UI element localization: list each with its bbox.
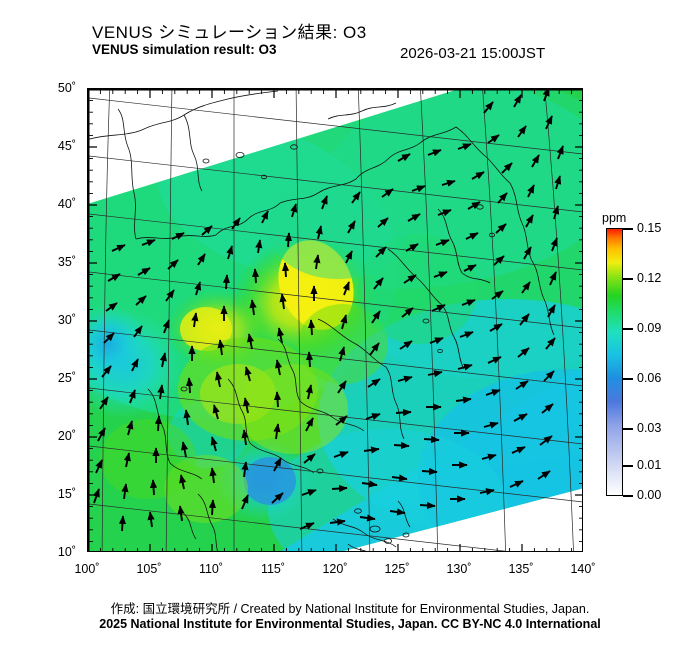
credit-line: 作成: 国立環境研究所 / Created by National Instit… <box>110 602 590 616</box>
map-plot-area[interactable] <box>87 88 583 552</box>
colorbar-label-0.03: 0.03 <box>637 421 662 435</box>
y-tick-20: 20˚ <box>57 429 76 443</box>
x-tick-135: 135˚ <box>508 562 534 576</box>
colorbar-label-0.15: 0.15 <box>637 221 662 235</box>
colorbar-gradient <box>606 228 623 496</box>
o3-concentration-field <box>88 89 582 551</box>
colorbar-label-0.00: 0.00 <box>637 488 662 502</box>
y-tick-30: 30˚ <box>57 313 76 327</box>
colorbar-tick-0.00 <box>623 495 633 497</box>
y-tick-35: 35˚ <box>57 255 76 269</box>
x-tick-110: 110˚ <box>198 562 224 576</box>
map-canvas <box>88 89 582 551</box>
colorbar-unit-label: ppm <box>602 211 627 225</box>
y-tick-40: 40˚ <box>57 197 76 211</box>
colorbar-tick-0.09 <box>623 328 633 330</box>
x-tick-120: 120˚ <box>322 562 348 576</box>
x-tick-140: 140˚ <box>570 562 596 576</box>
x-tick-100: 100˚ <box>74 562 100 576</box>
y-tick-50: 50˚ <box>57 81 76 95</box>
y-tick-10: 10˚ <box>57 545 76 559</box>
page-title-english: VENUS simulation result: O3 <box>92 42 277 57</box>
license-line: 2025 National Institute for Environmenta… <box>99 617 601 631</box>
x-tick-115: 115˚ <box>260 562 286 576</box>
island-outlines <box>180 144 495 544</box>
axis-minor-ticks <box>88 89 582 551</box>
colorbar-tick-0.12 <box>623 278 633 280</box>
colorbar-tick-0.15 <box>623 228 633 230</box>
colorbar[interactable] <box>606 228 623 496</box>
colorbar-tick-0.03 <box>623 428 633 430</box>
colorbar-label-0.09: 0.09 <box>637 321 662 335</box>
x-tick-125: 125˚ <box>384 562 410 576</box>
colorbar-label-0.06: 0.06 <box>637 371 662 385</box>
timestamp-label: 2026-03-21 15:00JST <box>400 45 546 62</box>
axis-ticks <box>88 89 582 551</box>
y-tick-25: 25˚ <box>57 371 76 385</box>
colorbar-tick-0.01 <box>623 465 633 467</box>
x-tick-105: 105˚ <box>136 562 162 576</box>
colorbar-label-0.01: 0.01 <box>637 458 662 472</box>
colorbar-tick-0.06 <box>623 378 633 380</box>
colorbar-label-0.12: 0.12 <box>637 271 662 285</box>
wind-vector-field <box>92 89 564 532</box>
y-tick-45: 45˚ <box>57 139 76 153</box>
y-tick-15: 15˚ <box>57 487 76 501</box>
x-tick-130: 130˚ <box>446 562 472 576</box>
page-title-japanese: VENUS シミュレーション結果: O3 <box>92 23 367 42</box>
